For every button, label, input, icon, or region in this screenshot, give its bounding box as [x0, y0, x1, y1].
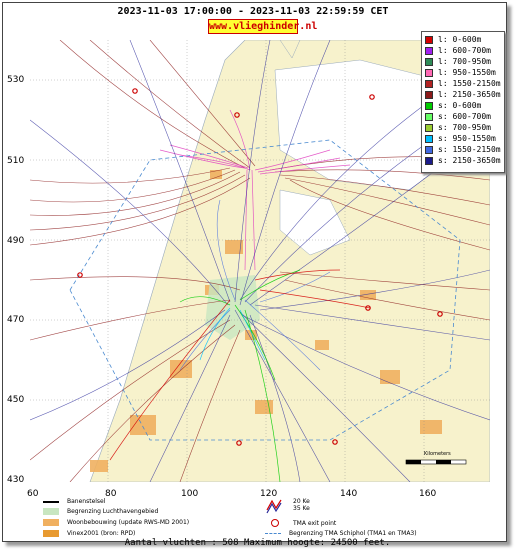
legend-label: l: 1550-2150m [438, 79, 501, 88]
legend-item: s: 600-700m [422, 111, 504, 122]
y-tick: 530 [7, 75, 25, 85]
legend-label: s: 0-600m [438, 101, 482, 110]
key-tma-boundary-label: Begrenzing TMA Schiphol (TMA1 en TMA3) [289, 530, 417, 537]
legend-item: s: 1550-2150m [422, 144, 504, 155]
legend-item: s: 950-1550m [422, 133, 504, 144]
housing-swatch [43, 519, 59, 526]
legend-item: l: 0-600m [422, 34, 504, 45]
legend-swatch [425, 90, 433, 99]
legend-swatch [425, 134, 433, 143]
legend-item: s: 0-600m [422, 100, 504, 111]
key-vinex-label: Vinex2001 (bron: RPD) [67, 530, 136, 537]
tma-boundary-swatch [265, 533, 281, 534]
airport-zone [205, 275, 260, 340]
flight-summary: Aantal vluchten : 508 Maximum hoogte: 24… [124, 538, 391, 548]
noise-20-label: 20 Ke [293, 498, 310, 505]
key-runway: Banenstelsel [43, 498, 105, 505]
scale-label: Kilometers [424, 451, 451, 457]
airport-boundary-swatch [43, 508, 59, 515]
time-range-title: 2023-11-03 17:00:00 - 2023-11-03 22:59:5… [117, 6, 389, 17]
legend-swatch [425, 156, 433, 165]
site-link[interactable]: www.vlieghinder.nl [208, 19, 318, 34]
key-airport-boundary: Begrenzing Luchthavengebied [43, 508, 158, 515]
runway-swatch [43, 500, 59, 503]
key-airport-boundary-label: Begrenzing Luchthavengebied [67, 508, 159, 515]
tracks-pink [159, 109, 351, 271]
map-frame: 2023-11-03 17:00:00 - 2023-11-03 22:59:5… [2, 2, 507, 542]
legend-label: l: 950-1550m [438, 68, 496, 77]
legend-label: l: 700-950m [438, 57, 491, 66]
legend-item: l: 2150-3650m [422, 89, 504, 100]
x-tick: 60 [27, 489, 39, 499]
y-tick: 450 [7, 395, 25, 405]
y-tick: 490 [7, 236, 25, 246]
legend-swatch [425, 35, 433, 44]
legend-label: s: 950-1550m [438, 134, 496, 143]
legend-label: l: 2150-3650m [438, 90, 501, 99]
x-tick: 160 [419, 489, 437, 499]
legend-swatch [425, 46, 433, 55]
tracks-blue [179, 199, 331, 371]
noise-contour-icon [266, 499, 282, 514]
key-noise: 20 Ke 35 Ke [293, 498, 310, 512]
key-tma-exit: TMA exit point [271, 519, 336, 527]
legend-label: s: 700-950m [438, 123, 491, 132]
legend-item: s: 700-950m [422, 122, 504, 133]
tma-exit-icon [271, 519, 279, 527]
tma-boundary [69, 139, 461, 441]
legend-swatch [425, 145, 433, 154]
key-runway-label: Banenstelsel [67, 498, 106, 505]
key-tma-boundary: Begrenzing TMA Schiphol (TMA1 en TMA3) [265, 530, 417, 537]
legend-swatch [425, 57, 433, 66]
flight-track-map: Kilometers [30, 40, 490, 482]
map-key: Banenstelsel Begrenzing Luchthavengebied… [3, 498, 506, 538]
legend-label: l: 0-600m [438, 35, 482, 44]
legend-label: s: 600-700m [438, 112, 491, 121]
y-tick: 430 [7, 475, 25, 485]
legend-item: l: 950-1550m [422, 67, 504, 78]
tracks-red [109, 269, 371, 461]
tma-exit-points [77, 88, 443, 446]
legend-swatch [425, 68, 433, 77]
legend-item: l: 600-700m [422, 45, 504, 56]
legend-label: l: 600-700m [438, 46, 491, 55]
x-tick: 140 [340, 489, 358, 499]
altitude-legend: l: 0-600m l: 600-700m l: 700-950m l: 950-15… [421, 31, 505, 173]
scale-bar [405, 459, 467, 465]
legend-label: s: 2150-3650m [438, 156, 501, 165]
tracks-navy [30, 40, 490, 482]
legend-swatch [425, 123, 433, 132]
y-tick: 510 [7, 156, 25, 166]
vinex-swatch [43, 530, 59, 537]
legend-item: l: 1550-2150m [422, 78, 504, 89]
key-housing-label: Woonbebouwing (update RWS-MD 2001) [67, 519, 190, 526]
key-tma-exit-label: TMA exit point [293, 519, 337, 527]
island-texel [279, 40, 301, 59]
x-tick: 120 [260, 489, 278, 499]
legend-item: s: 2150-3650m [422, 155, 504, 166]
tracks-cyan [199, 307, 266, 361]
y-tick: 470 [7, 315, 25, 325]
legend-swatch [425, 79, 433, 88]
tracks-green [179, 269, 301, 482]
legend-swatch [425, 101, 433, 110]
x-tick: 80 [105, 489, 117, 499]
key-housing: Woonbebouwing (update RWS-MD 2001) [43, 519, 189, 526]
legend-label: s: 1550-2150m [438, 145, 501, 154]
noise-35-label: 35 Ke [293, 505, 310, 512]
x-tick: 100 [181, 489, 199, 499]
legend-swatch [425, 112, 433, 121]
key-vinex: Vinex2001 (bron: RPD) [43, 530, 135, 537]
legend-item: l: 700-950m [422, 56, 504, 67]
